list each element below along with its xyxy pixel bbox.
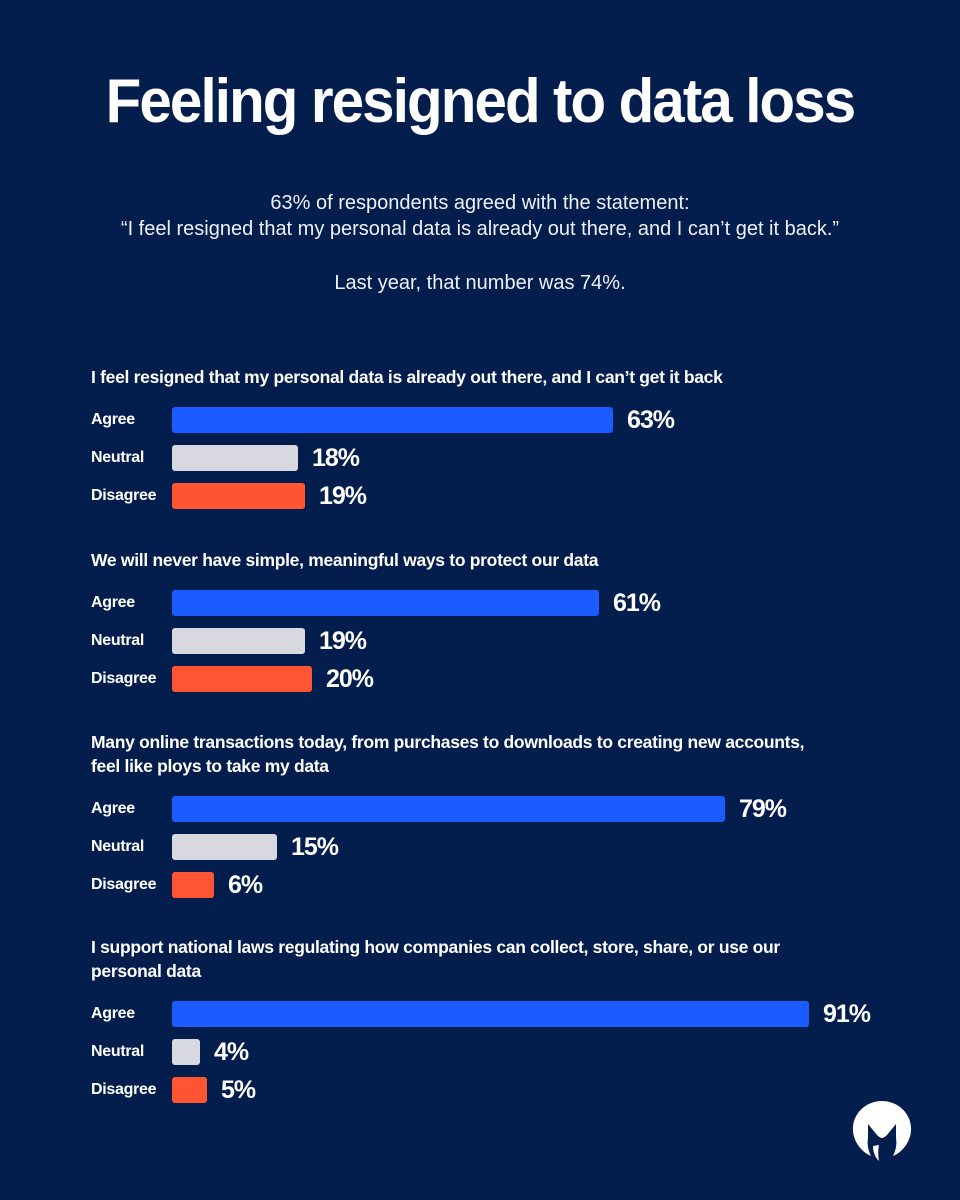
neutral-value-4: 4% [214,1038,249,1066]
agree-bar-1 [172,407,613,433]
agree-bar-2 [172,590,599,616]
disagree-bar-3 [172,872,214,898]
neutral-label-2: Neutral [91,632,145,649]
disagree-bar-1 [172,483,305,509]
agree-label-3: Agree [91,800,135,817]
question-title-3: Many online transactions today, from pur… [91,732,805,776]
disagree-label-3: Disagree [91,876,157,893]
disagree-label-4: Disagree [91,1081,157,1098]
neutral-label-1: Neutral [91,449,145,466]
neutral-value-3: 15% [291,833,339,861]
neutral-bar-2 [172,628,305,654]
agree-label-1: Agree [91,411,135,428]
neutral-label-4: Neutral [91,1043,145,1060]
neutral-bar-3 [172,834,277,860]
subtitle-last-year: Last year, that number was 74%. [334,272,626,294]
disagree-bar-4 [172,1077,207,1103]
neutral-bar-4 [172,1039,200,1065]
disagree-value-2: 20% [326,665,374,693]
agree-value-3: 79% [739,795,787,823]
malwarebytes-logo-icon [852,1101,912,1161]
subtitle-quote: “I feel resigned that my personal data i… [120,218,840,240]
agree-value-1: 63% [627,406,675,434]
question-title-2: We will never have simple, meaningful wa… [91,550,599,570]
neutral-label-3: Neutral [91,838,145,855]
agree-value-4: 91% [823,1000,871,1028]
question-title-4: I support national laws regulating how c… [91,937,780,981]
agree-bar-4 [172,1001,809,1027]
agree-value-2: 61% [613,589,661,617]
question-title-1: I feel resigned that my personal data is… [91,367,723,387]
neutral-bar-1 [172,445,298,471]
disagree-label-1: Disagree [91,487,157,504]
disagree-label-2: Disagree [91,670,157,687]
disagree-value-1: 19% [319,482,367,510]
agree-label-2: Agree [91,594,135,611]
disagree-value-3: 6% [228,871,263,899]
disagree-bar-2 [172,666,312,692]
disagree-value-4: 5% [221,1076,256,1104]
page-title: Feeling resigned to data loss [105,67,857,136]
subtitle-stat: 63% of respondents agreed with the state… [270,192,690,214]
agree-bar-3 [172,796,725,822]
neutral-value-2: 19% [319,627,367,655]
agree-label-4: Agree [91,1005,135,1022]
neutral-value-1: 18% [312,444,360,472]
